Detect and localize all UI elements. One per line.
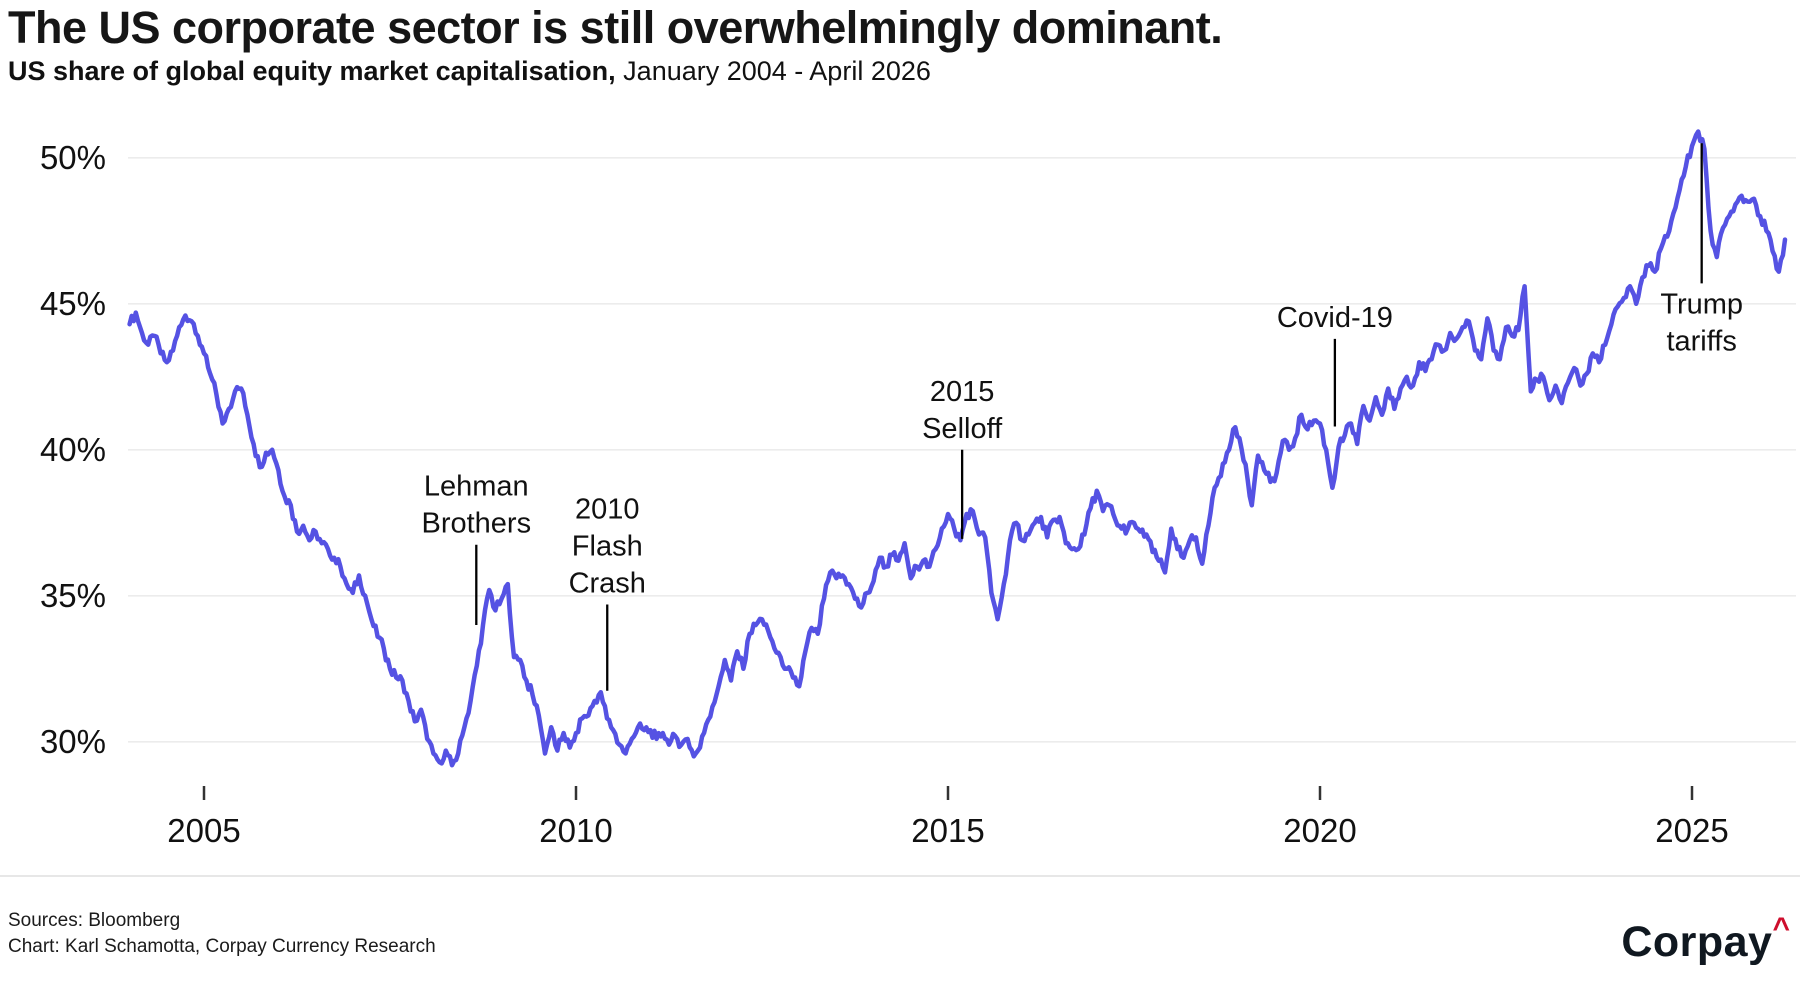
annotation-lehman-brothers-label: Brothers <box>421 508 531 540</box>
corpay-logo-text: Corpay <box>1621 918 1773 966</box>
page-title: The US corporate sector is still overwhe… <box>8 2 1223 53</box>
series-line <box>127 129 1788 768</box>
x-axis-label: 2005 <box>167 812 240 849</box>
chart-subtitle: US share of global equity market capital… <box>8 56 931 87</box>
x-axis-label: 2020 <box>1283 812 1356 849</box>
chart-subtitle-bold: US share of global equity market capital… <box>8 56 616 86</box>
y-axis-label: 40% <box>40 431 106 468</box>
annotation-trump-tariffs-label: tariffs <box>1666 325 1736 357</box>
annotation-lehman-brothers-label: Lehman <box>424 471 529 503</box>
credit-note: Chart: Karl Schamotta, Corpay Currency R… <box>8 936 436 957</box>
chart-subtitle-period: January 2004 - April 2026 <box>615 56 931 86</box>
y-axis-label: 50% <box>40 139 106 176</box>
annotation-covid-19-label: Covid-19 <box>1277 302 1393 334</box>
annotation-flash-crash-2010-label: Crash <box>569 568 646 600</box>
x-axis-label: 2025 <box>1655 812 1728 849</box>
footer-divider <box>0 875 1800 877</box>
annotation-selloff-2015-label: 2015 <box>930 376 995 408</box>
annotation-selloff-2015-label: Selloff <box>922 413 1003 445</box>
annotation-flash-crash-2010-label: 2010 <box>575 494 640 526</box>
x-axis-label: 2010 <box>539 812 612 849</box>
annotation-flash-crash-2010-label: Flash <box>572 531 643 563</box>
y-axis-label: 30% <box>40 723 106 760</box>
y-axis-label: 35% <box>40 577 106 614</box>
annotation-trump-tariffs-label: Trump <box>1660 288 1743 320</box>
y-axis-label: 45% <box>40 285 106 322</box>
x-axis-label: 2015 <box>911 812 984 849</box>
corpay-caret-icon: ^ <box>1772 912 1790 945</box>
corpay-logo: Corpay^ <box>1621 912 1790 967</box>
sources-note: Sources: Bloomberg <box>8 910 181 931</box>
